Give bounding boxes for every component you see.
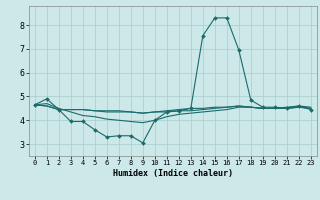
X-axis label: Humidex (Indice chaleur): Humidex (Indice chaleur) bbox=[113, 169, 233, 178]
